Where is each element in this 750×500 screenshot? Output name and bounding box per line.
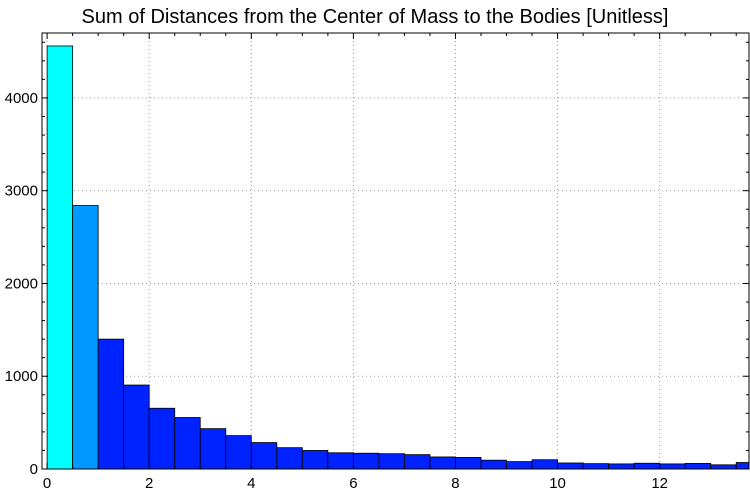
histogram-bar (378, 453, 405, 470)
histogram-bar (531, 459, 558, 470)
histogram-bar (301, 450, 329, 470)
histogram-bar (633, 462, 661, 470)
histogram-bar (582, 463, 610, 470)
histogram-bar (710, 464, 737, 470)
histogram-bars (46, 45, 750, 470)
tick-labels: 0 2 4 6 8 10 12 0 1000 2000 3000 4000 (5, 90, 668, 492)
histogram-bar (429, 456, 456, 470)
histogram-bar (174, 417, 201, 470)
histogram-bar (72, 205, 99, 470)
histogram-bar (327, 452, 354, 470)
histogram-bar (735, 462, 750, 470)
histogram-bar (225, 435, 252, 470)
y-tick-label: 4000 (5, 90, 38, 107)
histogram-bar (352, 452, 380, 470)
x-tick-label: 2 (145, 475, 153, 492)
plot-frame (41, 32, 750, 470)
histogram-bar (659, 463, 686, 470)
histogram-bar (276, 447, 303, 470)
histogram-bar (46, 45, 74, 470)
histogram-bar (506, 461, 533, 470)
x-tick-label: 6 (349, 475, 357, 492)
y-tick-label: 0 (30, 461, 38, 478)
histogram-bar (557, 462, 584, 470)
histogram-bar (480, 459, 507, 470)
y-tick-label: 2000 (5, 275, 38, 292)
x-tick-label: 4 (247, 475, 255, 492)
x-tick-label: 12 (651, 475, 668, 492)
histogram-bar (148, 407, 176, 470)
x-tick-label: 10 (549, 475, 566, 492)
histogram-bar (404, 454, 431, 470)
axis-ticks (42, 33, 749, 470)
histogram-bar (97, 338, 125, 470)
y-tick-label: 1000 (5, 368, 38, 385)
histogram-bar (123, 384, 150, 470)
chart-title: Sum of Distances from the Center of Mass… (81, 6, 669, 28)
histogram-bar (684, 463, 712, 470)
x-tick-label: 8 (451, 475, 459, 492)
x-tick-label: 0 (43, 475, 51, 492)
histogram-bar (608, 463, 635, 470)
histogram-bar (199, 428, 227, 470)
y-tick-label: 3000 (5, 183, 38, 200)
histogram-bar (250, 442, 278, 470)
histogram-bar (455, 457, 482, 470)
